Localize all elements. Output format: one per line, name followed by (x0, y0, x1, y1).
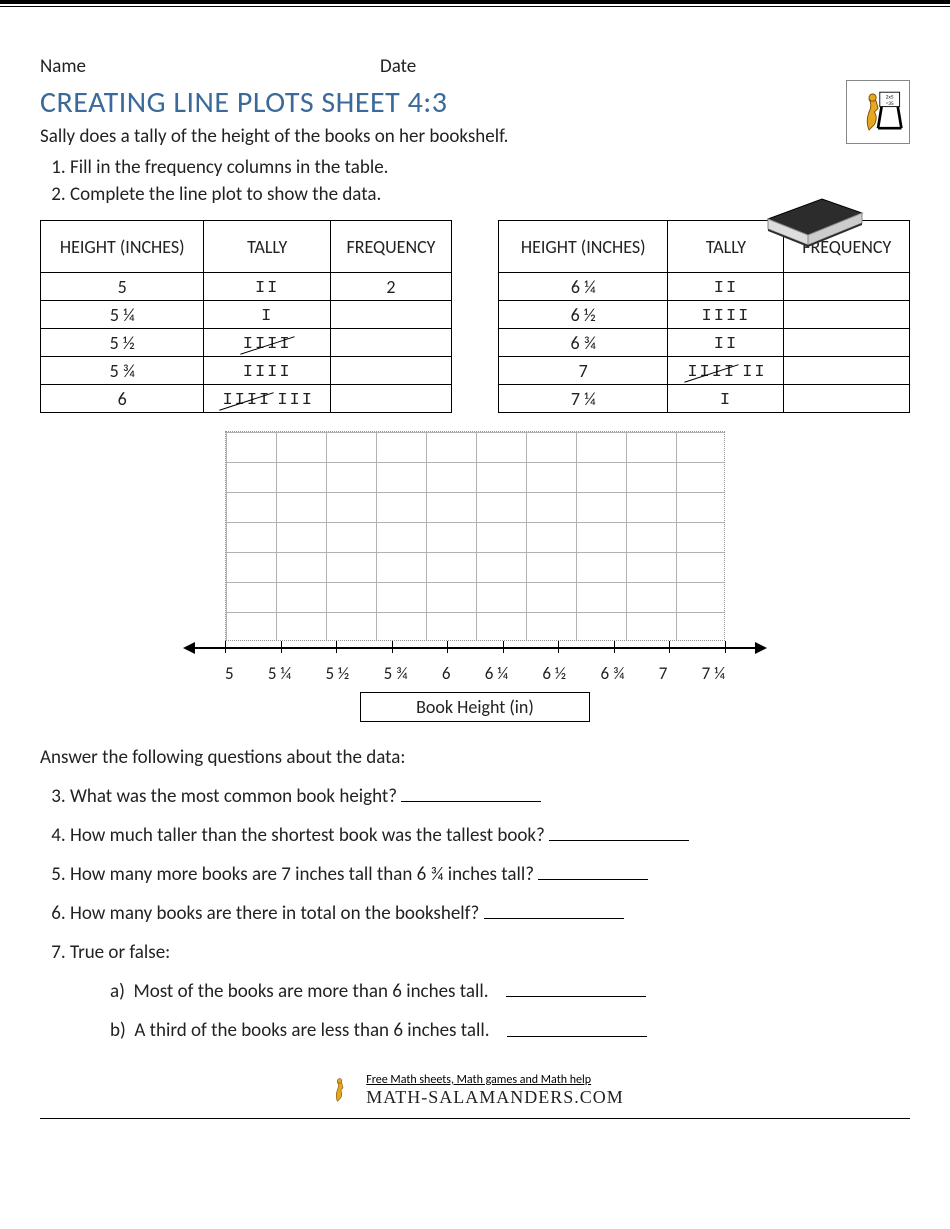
plot-tick-labels: 5 5 ¼ 5 ½ 5 ¾ 6 6 ¼ 6 ½ 6 ¾ 7 7 ¼ (225, 663, 725, 684)
answer-blank[interactable] (549, 824, 689, 841)
height-cell: 6 (41, 385, 204, 413)
footer: Free Math sheets, Math games and Math he… (40, 1073, 910, 1119)
tick-label: 5 ¾ (384, 663, 408, 684)
footer-tagline: Free Math sheets, Math games and Math he… (366, 1073, 624, 1087)
salamander-icon (326, 1073, 360, 1107)
tally-cell: II (668, 329, 784, 357)
plot-ticks (185, 649, 765, 659)
freq-cell[interactable] (784, 301, 910, 329)
freq-cell[interactable] (330, 301, 451, 329)
table-row: 5II2 (41, 273, 452, 301)
tally-cell: IIII (204, 329, 330, 357)
book-icon (750, 175, 870, 255)
tick-label: 6 ¼ (485, 663, 508, 684)
height-cell: 6 ½ (499, 301, 668, 329)
tick-label: 5 (225, 663, 234, 684)
table-row: 5 ½IIII (41, 329, 452, 357)
question-item: How many more books are 7 inches tall th… (70, 863, 910, 886)
question-text: How much taller than the shortest book w… (70, 824, 545, 847)
answer-blank[interactable] (401, 785, 541, 802)
subquestion-item: b) A third of the books are less than 6 … (110, 1019, 910, 1042)
tally-cell: IIII III (204, 385, 330, 413)
tick-label: 7 ¼ (702, 663, 725, 684)
plot-axis-label: Book Height (in) (360, 692, 590, 722)
tally-cell: IIII II (668, 357, 784, 385)
questions-intro: Answer the following questions about the… (40, 746, 910, 769)
col-header: TALLY (204, 221, 330, 273)
brand-logo: 2x5 =35 (846, 80, 910, 144)
tally-cell: IIII (204, 357, 330, 385)
question-item: What was the most common book height? (70, 785, 910, 808)
freq-cell[interactable] (784, 385, 910, 413)
freq-cell[interactable] (330, 385, 451, 413)
col-header: FREQUENCY (330, 221, 451, 273)
tally-table-left: HEIGHT (INCHES) TALLY FREQUENCY 5II25 ¼I… (40, 220, 452, 413)
tick-label: 6 (442, 663, 451, 684)
answer-blank[interactable] (506, 980, 646, 997)
question-item: How many books are there in total on the… (70, 902, 910, 925)
table-row: 6 ¾II (499, 329, 910, 357)
col-header: HEIGHT (INCHES) (41, 221, 204, 273)
question-item: How much taller than the shortest book w… (70, 824, 910, 847)
table-row: 6IIII III (41, 385, 452, 413)
freq-cell[interactable] (330, 329, 451, 357)
table-row: 5 ¼I (41, 301, 452, 329)
answer-blank[interactable] (507, 1019, 647, 1036)
freq-cell[interactable] (784, 357, 910, 385)
table-row: 7 ¼I (499, 385, 910, 413)
plot-grid (225, 431, 725, 641)
subquestion-text: Most of the books are more than 6 inches… (133, 980, 488, 1003)
line-plot: 5 5 ¼ 5 ½ 5 ¾ 6 6 ¼ 6 ½ 6 ¾ 7 7 ¼ Book Height (in… (175, 431, 775, 722)
table-row: 5 ¾IIII (41, 357, 452, 385)
footer-brand: MATH-SALAMANDERS.COM (366, 1087, 624, 1108)
tally-cell: I (668, 385, 784, 413)
tally-cell: II (668, 273, 784, 301)
subquestion-item: a) Most of the books are more than 6 inc… (110, 980, 910, 1003)
height-cell: 6 ¾ (499, 329, 668, 357)
question-item: True or false: a) Most of the books are … (70, 941, 910, 1042)
table-row: 7IIII II (499, 357, 910, 385)
tick-label: 5 ½ (325, 663, 349, 684)
height-cell: 7 ¼ (499, 385, 668, 413)
height-cell: 5 (41, 273, 204, 301)
answer-blank[interactable] (484, 902, 624, 919)
table-row: 6 ¼II (499, 273, 910, 301)
intro-text: Sally does a tally of the height of the … (40, 125, 910, 148)
svg-text:2x5: 2x5 (886, 95, 894, 101)
tally-cell: IIII (668, 301, 784, 329)
height-cell: 5 ¾ (41, 357, 204, 385)
svg-text:=35: =35 (886, 101, 894, 107)
name-label: Name (40, 55, 380, 78)
height-cell: 5 ¼ (41, 301, 204, 329)
table-row: 6 ½IIII (499, 301, 910, 329)
tick-label: 6 ½ (542, 663, 566, 684)
tick-label: 7 (659, 663, 668, 684)
col-header: HEIGHT (INCHES) (499, 221, 668, 273)
freq-cell[interactable] (784, 329, 910, 357)
freq-cell[interactable]: 2 (330, 273, 451, 301)
questions-list: What was the most common book height? Ho… (70, 785, 910, 1043)
subquestion-text: A third of the books are less than 6 inc… (134, 1020, 489, 1043)
question-text: True or false: (70, 941, 170, 964)
answer-blank[interactable] (538, 863, 648, 880)
freq-cell[interactable] (784, 273, 910, 301)
question-text: How many books are there in total on the… (70, 902, 479, 925)
tick-label: 5 ¼ (268, 663, 291, 684)
tally-cell: I (204, 301, 330, 329)
date-label: Date (380, 55, 416, 78)
freq-cell[interactable] (330, 357, 451, 385)
worksheet-title: CREATING LINE PLOTS SHEET 4:3 (40, 84, 910, 121)
tick-label: 6 ¾ (600, 663, 624, 684)
tally-cell: II (204, 273, 330, 301)
height-cell: 7 (499, 357, 668, 385)
question-text: How many more books are 7 inches tall th… (70, 863, 534, 886)
question-text: What was the most common book height? (70, 785, 397, 808)
height-cell: 6 ¼ (499, 273, 668, 301)
height-cell: 5 ½ (41, 329, 204, 357)
